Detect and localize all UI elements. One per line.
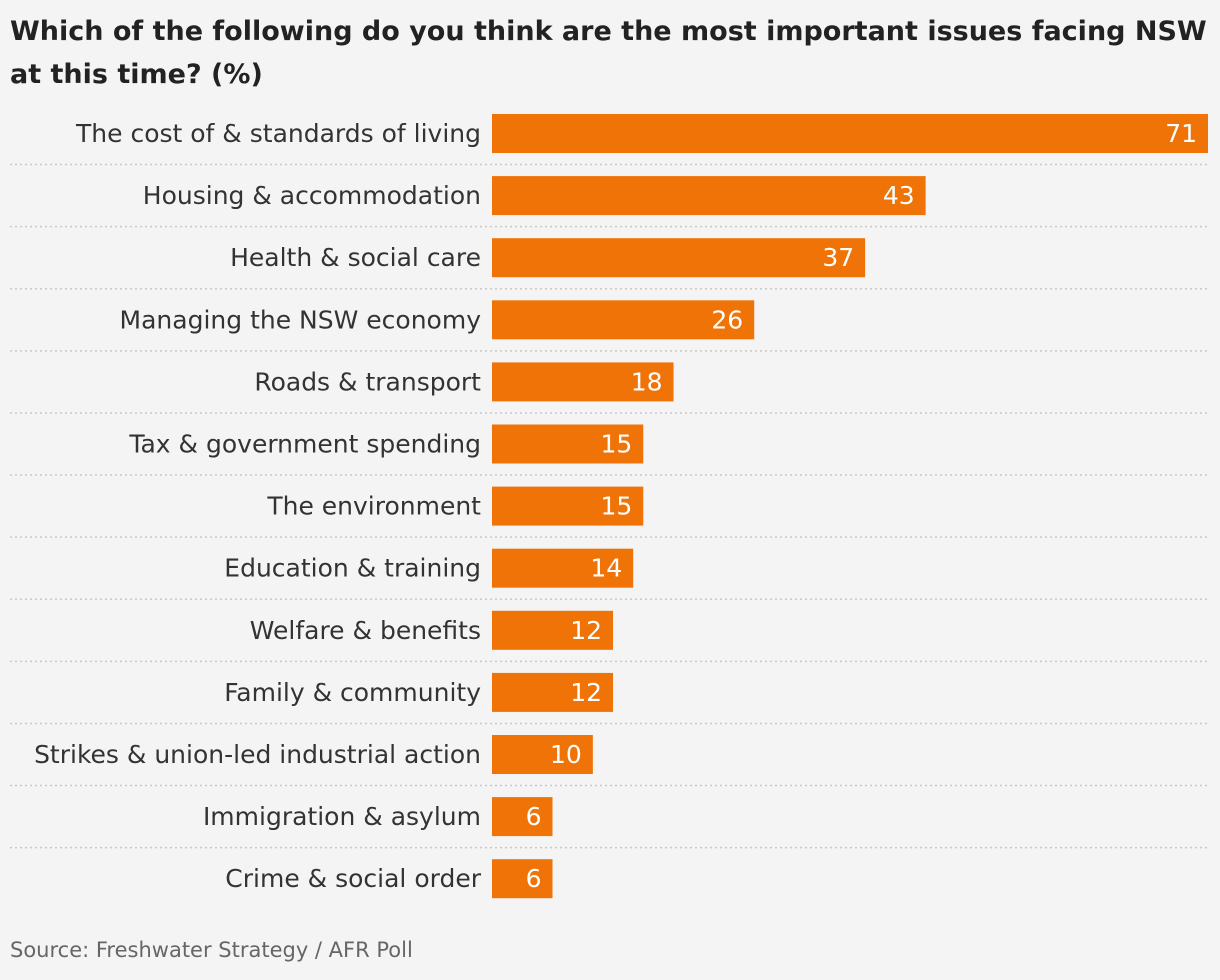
value-label: 43 [883,181,915,210]
value-label: 12 [570,616,602,645]
value-label: 37 [822,243,854,272]
source-note: Source: Freshwater Strategy / AFR Poll [10,938,413,962]
bar [492,300,755,340]
category-label: Family & community [224,678,481,707]
category-label: Immigration & asylum [203,802,481,831]
bar [492,424,644,464]
bar [492,735,593,774]
value-label: 15 [600,492,632,521]
category-label: The environment [266,492,481,521]
bar [492,548,634,588]
bar [492,238,866,278]
value-label: 12 [570,678,602,707]
value-label: 26 [711,305,743,334]
category-label: Roads & transport [254,367,481,396]
value-label: 6 [526,802,542,831]
bar [492,114,1208,153]
bar [492,486,644,526]
chart-title: Which of the following do you think are … [10,16,1207,90]
category-label: Tax & government spending [128,430,481,459]
category-label: Education & training [224,554,481,583]
category-label: Housing & accommodation [143,181,481,210]
value-label: 6 [526,864,542,893]
category-label: Health & social care [230,243,481,272]
bar [492,362,674,402]
bar [492,610,614,650]
category-label: Managing the NSW economy [120,305,482,334]
category-label: Strikes & union-led industrial action [34,740,481,769]
bar [492,859,553,899]
category-label: Welfare & benefits [250,616,481,645]
value-label: 15 [600,430,632,459]
category-label: Crime & social order [225,864,481,893]
value-label: 71 [1165,119,1197,148]
value-label: 10 [550,740,582,769]
bar [492,672,614,712]
bar [492,176,926,216]
bar [492,797,553,837]
value-label: 18 [631,367,663,396]
value-label: 14 [590,554,622,583]
category-label: The cost of & standards of living [75,119,481,148]
